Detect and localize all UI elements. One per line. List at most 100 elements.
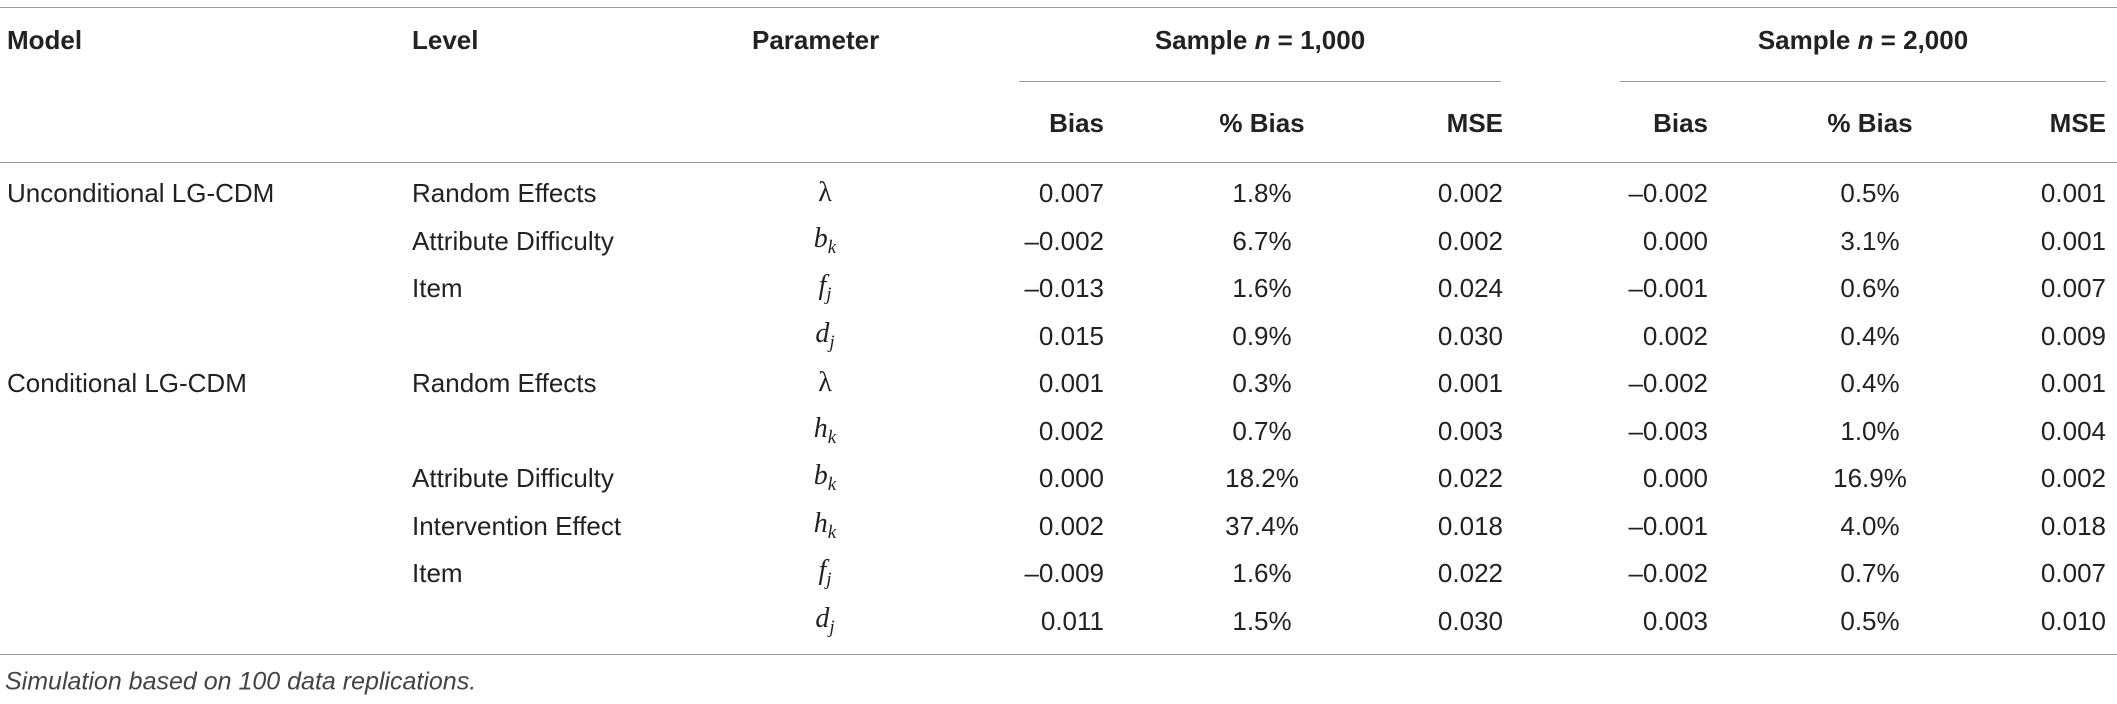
- level-cell: Attribute Difficulty: [412, 225, 614, 256]
- level-cell: Intervention Effect: [412, 510, 622, 541]
- level-cell: Item: [412, 273, 463, 303]
- value-cell: 0.003: [1642, 605, 1708, 636]
- value-cell: 0.007: [2040, 558, 2106, 588]
- value-cell: 0.024: [1437, 273, 1503, 303]
- model-cell: Conditional LG-CDM: [7, 368, 247, 398]
- parameter-symbol: b: [813, 222, 828, 254]
- value-cell: 0.7%: [1232, 415, 1292, 446]
- group-suffix: = 1,000: [1270, 25, 1366, 55]
- value-cell: 0.018: [1437, 510, 1503, 541]
- model-cell: Unconditional LG-CDM: [7, 178, 275, 208]
- value-cell: 0.6%: [1840, 273, 1900, 303]
- value-cell: 0.022: [1437, 558, 1503, 588]
- value-cell: 1.5%: [1232, 605, 1292, 636]
- parameter-subscript: j: [826, 569, 832, 590]
- parameter-symbol: h: [813, 507, 828, 539]
- column-subheader: MSE: [1446, 108, 1503, 138]
- parameter-subscript: j: [826, 284, 832, 305]
- value-cell: 0.000: [1038, 463, 1104, 493]
- rule-line: [0, 7, 2117, 8]
- value-cell: 0.4%: [1840, 368, 1900, 398]
- value-cell: 0.001: [2040, 368, 2106, 398]
- value-cell: 0.002: [1437, 178, 1503, 208]
- value-cell: –0.009: [1024, 558, 1104, 588]
- value-cell: 0.001: [2040, 225, 2106, 256]
- parameter-cell: bk: [813, 222, 837, 258]
- value-cell: 1.6%: [1232, 273, 1292, 303]
- value-cell: 0.9%: [1232, 320, 1292, 351]
- value-cell: 0.002: [1437, 225, 1503, 256]
- value-cell: 1.6%: [1232, 558, 1292, 588]
- value-cell: 0.4%: [1840, 320, 1900, 351]
- value-cell: 0.004: [2040, 415, 2106, 446]
- value-cell: 1.0%: [1840, 415, 1900, 446]
- value-cell: 0.018: [2040, 510, 2106, 541]
- parameter-cell: hk: [813, 507, 837, 543]
- rule-line: [1620, 81, 2106, 82]
- value-cell: 0.001: [2040, 178, 2106, 208]
- value-cell: 0.001: [1038, 368, 1104, 398]
- value-cell: 0.5%: [1840, 178, 1900, 208]
- column-header: Parameter: [752, 25, 880, 55]
- value-cell: 0.7%: [1840, 558, 1900, 588]
- parameter-symbol: λ: [818, 177, 832, 208]
- level-cell: Attribute Difficulty: [412, 463, 614, 493]
- value-cell: 6.7%: [1232, 225, 1292, 256]
- value-cell: –0.001: [1628, 510, 1708, 541]
- value-cell: –0.002: [1628, 558, 1708, 588]
- column-subheader: Bias: [1049, 108, 1104, 138]
- parameter-cell: bk: [813, 460, 836, 495]
- group-prefix: Sample: [1154, 25, 1255, 55]
- parameter-cell: hk: [813, 412, 836, 447]
- value-cell: –0.002: [1628, 368, 1708, 398]
- parameter-subscript: j: [829, 331, 835, 353]
- parameter-cell: fj: [818, 557, 832, 590]
- level-cell: Random Effects: [412, 368, 597, 398]
- value-cell: 0.002: [2040, 463, 2106, 493]
- level-cell: Item: [412, 558, 463, 588]
- group-header: Sample n = 2,000: [1758, 27, 1968, 53]
- value-cell: 37.4%: [1225, 510, 1299, 541]
- value-cell: 0.030: [1437, 320, 1503, 351]
- level-cell: Random Effects: [412, 178, 597, 208]
- parameter-symbol: d: [815, 602, 830, 634]
- value-cell: 18.2%: [1225, 463, 1299, 493]
- footnote: Simulation based on 100 data replication…: [5, 667, 477, 696]
- parameter-symbol: h: [813, 412, 828, 444]
- parameter-subscript: k: [827, 236, 837, 258]
- value-cell: 0.009: [2040, 320, 2106, 351]
- value-cell: 0.010: [2040, 605, 2106, 636]
- value-cell: 0.030: [1437, 605, 1503, 636]
- column-header: Model: [7, 25, 83, 55]
- value-cell: 1.8%: [1232, 178, 1292, 208]
- parameter-symbol: λ: [818, 367, 832, 398]
- value-cell: 3.1%: [1840, 225, 1900, 256]
- value-cell: 0.022: [1437, 463, 1503, 493]
- column-subheader: Bias: [1653, 108, 1708, 138]
- parameter-cell: fj: [818, 270, 832, 305]
- value-cell: 0.002: [1642, 320, 1708, 351]
- parameter-subscript: k: [827, 521, 837, 543]
- value-cell: 0.007: [2040, 273, 2106, 303]
- value-cell: –0.001: [1628, 273, 1708, 303]
- parameter-symbol: f: [818, 270, 827, 301]
- value-cell: 4.0%: [1840, 510, 1900, 541]
- group-variable: n: [1857, 25, 1874, 55]
- value-cell: 0.000: [1642, 225, 1708, 256]
- parameter-cell: λ: [818, 179, 832, 207]
- parameter-symbol: b: [813, 460, 828, 491]
- parameter-cell: dj: [815, 602, 834, 637]
- column-subheader: % Bias: [1827, 108, 1913, 138]
- value-cell: 0.001: [1437, 368, 1503, 398]
- rule-line: [1019, 81, 1501, 82]
- value-cell: –0.002: [1024, 225, 1104, 256]
- parameter-symbol: d: [815, 317, 830, 349]
- value-cell: 0.011: [1040, 605, 1104, 636]
- value-cell: 16.9%: [1833, 463, 1907, 493]
- group-suffix: = 2,000: [1873, 25, 1969, 55]
- column-header: Level: [412, 25, 479, 55]
- group-variable: n: [1254, 25, 1271, 55]
- group-prefix: Sample: [1757, 25, 1858, 55]
- value-cell: 0.002: [1038, 415, 1104, 446]
